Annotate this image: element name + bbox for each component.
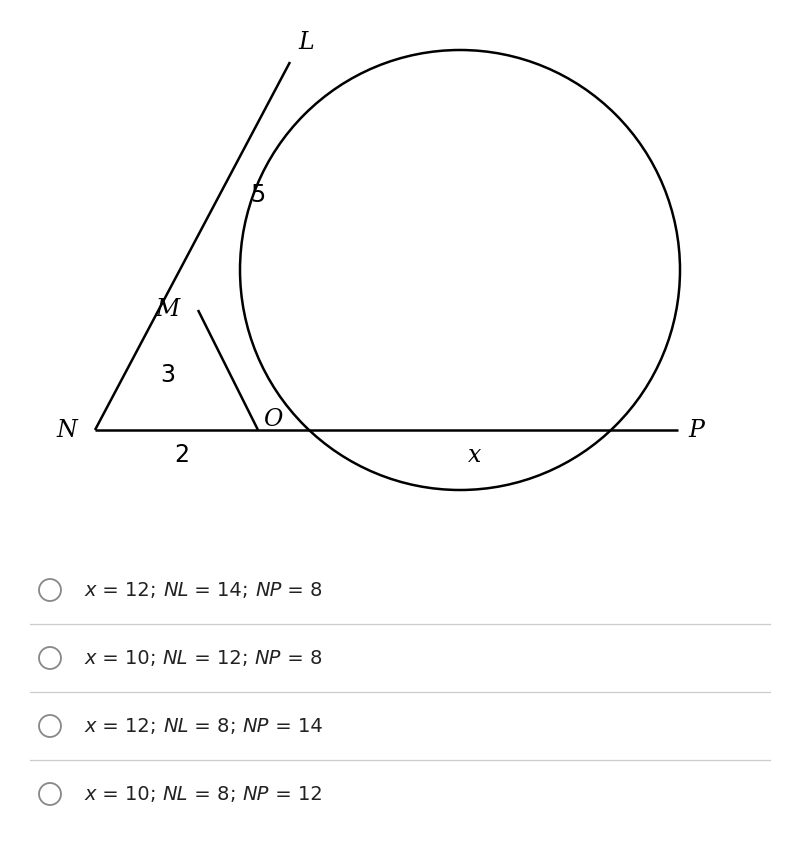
Text: ;: ;	[242, 649, 255, 667]
Text: = 8: = 8	[282, 649, 322, 667]
Text: NL: NL	[163, 785, 188, 803]
Text: x: x	[85, 717, 97, 735]
Text: NL: NL	[163, 649, 188, 667]
Text: = 12: = 12	[188, 649, 242, 667]
Text: NP: NP	[255, 649, 282, 667]
Text: L: L	[298, 31, 314, 54]
Text: NP: NP	[242, 785, 269, 803]
Text: 2: 2	[174, 443, 190, 467]
Text: = 8: = 8	[282, 581, 322, 599]
Text: x: x	[85, 785, 97, 803]
Text: ;: ;	[150, 717, 163, 735]
Text: = 12: = 12	[97, 717, 150, 735]
Text: ;: ;	[150, 649, 163, 667]
Text: ;: ;	[242, 581, 255, 599]
Text: ;: ;	[150, 785, 163, 803]
Text: N: N	[56, 418, 77, 441]
Text: = 8: = 8	[189, 717, 230, 735]
Text: NP: NP	[255, 581, 282, 599]
Text: = 12: = 12	[269, 785, 322, 803]
Text: x: x	[468, 444, 482, 467]
Text: = 14: = 14	[269, 717, 322, 735]
Text: = 14: = 14	[189, 581, 242, 599]
Text: O: O	[263, 408, 282, 431]
Text: NP: NP	[242, 717, 269, 735]
Text: NL: NL	[163, 581, 189, 599]
Text: = 10: = 10	[97, 649, 150, 667]
Text: 3: 3	[161, 363, 175, 387]
Text: = 8: = 8	[188, 785, 230, 803]
Text: x: x	[85, 581, 97, 599]
Text: = 10: = 10	[97, 785, 150, 803]
Text: ;: ;	[230, 717, 242, 735]
Text: M: M	[156, 298, 180, 321]
Text: 5: 5	[250, 183, 266, 207]
Text: P: P	[688, 418, 704, 441]
Text: = 12: = 12	[97, 581, 150, 599]
Text: ;: ;	[150, 581, 163, 599]
Text: ;: ;	[230, 785, 242, 803]
Text: x: x	[85, 649, 97, 667]
Text: NL: NL	[163, 717, 189, 735]
